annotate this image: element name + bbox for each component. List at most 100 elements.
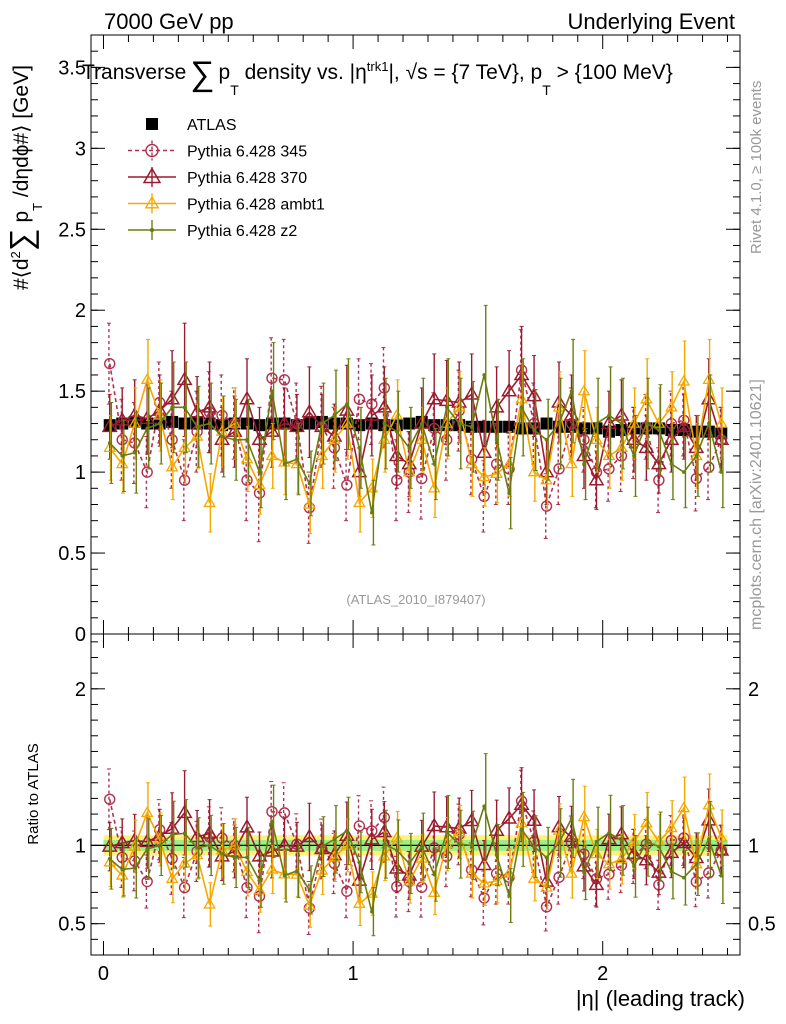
dot-marker: [457, 421, 461, 426]
main-ytick-label: 0.5: [58, 543, 86, 565]
main-y-label: #⟨d2∑ pT /dηdϕ#⟩ [GeV]: [3, 65, 45, 290]
x-tick-label: 0: [98, 963, 109, 985]
triangle-marker: [613, 406, 630, 421]
triangle-marker: [240, 865, 254, 877]
triangle-marker: [178, 441, 191, 453]
dot-marker: [170, 832, 174, 837]
triangle-marker: [140, 373, 154, 385]
dot-marker: [644, 421, 649, 426]
triangle-marker: [689, 449, 703, 461]
triangle-marker: [365, 886, 379, 898]
triangle-marker: [101, 418, 118, 433]
triangle-marker: [390, 831, 404, 843]
dot-marker: [719, 873, 724, 878]
series-line: [108, 363, 723, 508]
triangle-marker: [390, 408, 404, 420]
title-part-1: Transverse: [82, 61, 186, 84]
triangle-marker: [239, 818, 255, 833]
triangle-marker: [465, 866, 479, 878]
header-left: 7000 GeV pp: [104, 9, 234, 34]
legend-label: Pythia 6.428 370: [187, 170, 307, 187]
triangle-marker: [577, 384, 591, 396]
dot-marker: [544, 855, 549, 860]
triangle-marker: [652, 416, 666, 428]
triangle-marker: [315, 863, 329, 875]
triangle-marker: [426, 817, 443, 832]
triangle-marker: [502, 457, 516, 469]
dot-marker: [444, 405, 449, 410]
ratio-series: [101, 753, 730, 937]
triangle-marker: [615, 441, 628, 453]
ylabel-sub: T: [30, 203, 45, 211]
dot-marker: [432, 462, 437, 466]
ylabel-pre: #⟨d: [10, 258, 33, 290]
triangle-marker: [201, 824, 218, 839]
triangle-marker: [139, 410, 156, 424]
triangle-marker: [128, 839, 142, 851]
triangle-marker: [214, 431, 230, 446]
triangle-marker: [551, 393, 567, 408]
dot-marker: [295, 869, 299, 873]
dot-marker: [170, 405, 174, 410]
header-right: Underlying Event: [567, 9, 735, 34]
dot-marker: [444, 830, 449, 834]
x-axis-label: |η| (leading track): [576, 986, 745, 1011]
triangle-marker: [103, 441, 117, 453]
triangle-marker: [427, 885, 441, 897]
triangle-marker: [675, 834, 692, 849]
triangle-marker: [228, 838, 241, 850]
dot-marker: [607, 831, 611, 835]
triangle-marker: [515, 392, 528, 404]
triangle-marker: [413, 415, 430, 429]
dot-marker: [182, 405, 187, 410]
dot-marker: [132, 866, 137, 870]
dot-marker: [532, 428, 536, 432]
dot-marker: [594, 839, 599, 844]
triangle-marker: [502, 866, 516, 878]
circle-marker: [278, 807, 291, 819]
dot-marker: [569, 816, 574, 821]
triangle-marker: [251, 431, 268, 446]
dot-marker: [332, 413, 337, 418]
legend-label: Pythia 6.428 ambt1: [187, 197, 325, 214]
series-line: [109, 802, 723, 908]
dot-marker: [145, 847, 149, 851]
circle-marker: [416, 472, 428, 485]
dot-marker: [407, 861, 412, 866]
ratio-frame: [90, 633, 741, 956]
triangle-marker: [488, 398, 505, 413]
triangle-marker: [376, 398, 393, 413]
ratio-ytick-label-right: 1: [748, 835, 759, 857]
triangle-marker: [677, 801, 691, 813]
dot-marker: [482, 373, 486, 377]
triangle-marker: [264, 842, 280, 857]
triangle-marker: [415, 432, 429, 444]
dot-marker: [694, 862, 699, 866]
dot-marker: [519, 405, 524, 410]
triangle-marker: [115, 457, 129, 469]
x-tick-label: 1: [348, 963, 359, 985]
title-p: p: [219, 61, 231, 84]
dot-marker: [569, 389, 574, 393]
circle-marker: [241, 881, 253, 894]
triangle-marker: [288, 838, 305, 852]
dot-marker: [582, 462, 586, 466]
triangle-marker: [702, 798, 716, 810]
triangle-marker: [203, 496, 216, 508]
triangle-marker: [328, 432, 341, 444]
title-sup: trk1: [367, 59, 389, 74]
dot-marker: [257, 470, 262, 474]
triangle-marker: [315, 449, 329, 461]
triangle-marker: [463, 385, 480, 400]
main-ytick-label: 1.5: [58, 381, 86, 403]
circle-marker: [266, 372, 278, 384]
dot-marker: [644, 839, 649, 844]
circle-marker: [104, 357, 116, 370]
main-ytick-label: 3: [75, 138, 86, 160]
ylabel-p: p: [10, 211, 33, 229]
triangle-marker: [663, 431, 680, 446]
triangle-marker: [176, 804, 193, 819]
triangle-marker: [415, 851, 429, 863]
dot-marker: [307, 481, 312, 486]
dot-marker: [120, 867, 125, 872]
